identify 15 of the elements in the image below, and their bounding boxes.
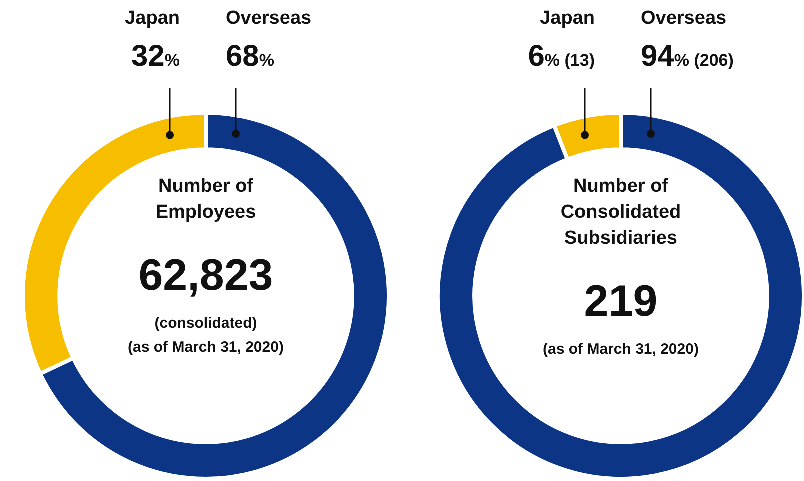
text: (as of March 31, 2020) <box>543 341 699 358</box>
slice-label: Japan <box>125 8 180 29</box>
text: (consolidated) <box>154 315 258 332</box>
text: 62,823 <box>138 251 274 300</box>
text: 219 <box>584 277 658 326</box>
data-label: 94% (206) <box>641 40 734 73</box>
data-label: 6% (13) <box>528 40 595 73</box>
slice-label: Overseas <box>641 8 727 29</box>
slice-label: Overseas <box>226 8 312 29</box>
data-label: 68% <box>226 40 274 73</box>
slice-label: Japan <box>540 8 595 29</box>
text: Number of Employees <box>156 176 256 223</box>
text: (as of March 31, 2020) <box>128 339 284 356</box>
text: Number of Consolidated Subsidiaries <box>560 176 682 249</box>
data-label: 32% <box>132 40 180 73</box>
